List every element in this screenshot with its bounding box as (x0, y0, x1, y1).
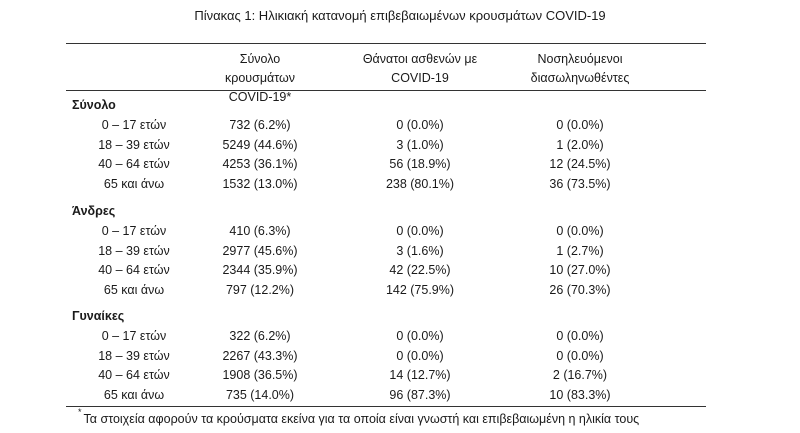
intubated-cell: 2 (16.7%) (552, 368, 608, 382)
cases-cell: 1908 (36.5%) (222, 368, 298, 382)
intubated-cell: 26 (70.3%) (549, 282, 611, 297)
cases-cell: 1532 (13.0%) (222, 176, 298, 191)
header-total-cases: Σύνολο κρουσμάτων COVID-19* (205, 50, 315, 107)
age-cell: 0 – 17 ετών (101, 224, 167, 238)
footnote-text: Τα στοιχεία αφορούν τα κρούσματα εκείνα … (83, 412, 640, 427)
header-intubated-line2: διασωληνωθέντες (530, 71, 630, 85)
age-cell: 40 – 64 ετών (98, 368, 170, 382)
deaths-cell: 96 (87.3%) (389, 387, 451, 402)
header-intubated-line1: Νοσηλευόμενοι (537, 52, 623, 66)
table-row: 0 – 17 ετών 732 (6.2%) 0 (0.0%) 0 (0.0%) (0, 118, 800, 137)
header-total-cases-line1: Σύνολο κρουσμάτων (224, 52, 296, 85)
table-row: 65 και άνω 735 (14.0%) 96 (87.3%) 10 (83.3%… (0, 388, 800, 407)
age-cell: 65 και άνω (103, 176, 165, 191)
deaths-cell: 56 (18.9%) (389, 157, 451, 171)
age-cell: 18 – 39 ετών (98, 137, 170, 152)
intubated-cell: 36 (73.5%) (549, 176, 611, 191)
deaths-cell: 42 (22.5%) (389, 263, 451, 277)
age-cell: 0 – 17 ετών (101, 118, 167, 132)
header-intubated: Νοσηλευόμενοι διασωληνωθέντες (515, 50, 645, 88)
deaths-cell: 14 (12.7%) (389, 368, 451, 382)
header-deaths-line2: COVID-19 (391, 71, 449, 85)
deaths-cell: 238 (80.1%) (385, 176, 455, 191)
table-row: 40 – 64 ετών 4253 (36.1%) 56 (18.9%) 12 (24… (0, 157, 800, 176)
header-deaths-line1: Θάνατοι ασθενών με (362, 52, 478, 66)
age-cell: 65 και άνω (103, 282, 165, 297)
table-row: 18 – 39 ετών 2977 (45.6%) 3 (1.6%) 1 (2.7%) (0, 244, 800, 263)
deaths-cell: 3 (1.0%) (396, 137, 444, 152)
header-rule (66, 90, 706, 91)
table-title: Πίνακας 1: Ηλικιακή κατανομή επιβεβαιωμέ… (194, 8, 606, 23)
intubated-cell: 0 (0.0%) (556, 329, 604, 343)
deaths-cell: 0 (0.0%) (396, 118, 444, 132)
table-row: 0 – 17 ετών 322 (6.2%) 0 (0.0%) 0 (0.0%) (0, 329, 800, 348)
intubated-cell: 10 (83.3%) (549, 387, 611, 402)
cases-cell: 797 (12.2%) (225, 282, 295, 297)
age-cell: 40 – 64 ετών (98, 157, 170, 171)
cases-cell: 4253 (36.1%) (222, 157, 298, 171)
cases-cell: 2344 (35.9%) (222, 263, 298, 277)
intubated-cell: 1 (2.7%) (556, 243, 604, 258)
intubated-cell: 0 (0.0%) (556, 118, 604, 132)
deaths-cell: 142 (75.9%) (385, 282, 455, 297)
footnote: *Τα στοιχεία αφορούν τα κρούσματα εκείνα… (78, 407, 640, 427)
cases-cell: 2977 (45.6%) (222, 243, 298, 258)
bottom-rule (66, 406, 706, 407)
deaths-cell: 3 (1.6%) (396, 243, 444, 258)
cases-cell: 5249 (44.6%) (222, 137, 298, 152)
table-row: 65 και άνω 797 (12.2%) 142 (75.9%) 26 (70.3… (0, 283, 800, 302)
table-row: 18 – 39 ετών 2267 (43.3%) 0 (0.0%) 0 (0.0%) (0, 349, 800, 368)
table-row: 40 – 64 ετών 2344 (35.9%) 42 (22.5%) 10 (27… (0, 263, 800, 282)
deaths-cell: 0 (0.0%) (396, 329, 444, 343)
cases-cell: 410 (6.3%) (229, 224, 291, 238)
group-label: Γυναίκες (72, 309, 125, 323)
table-row: 65 και άνω 1532 (13.0%) 238 (80.1%) 36 (73.… (0, 177, 800, 196)
age-cell: 40 – 64 ετών (98, 263, 170, 277)
group-label: Άνδρες (72, 204, 116, 218)
cases-cell: 322 (6.2%) (229, 329, 291, 343)
age-cell: 65 και άνω (103, 387, 165, 402)
header-deaths: Θάνατοι ασθενών με COVID-19 (355, 50, 485, 88)
top-rule (66, 43, 706, 44)
intubated-cell: 10 (27.0%) (549, 263, 611, 277)
cases-cell: 732 (6.2%) (229, 118, 291, 132)
footnote-marker: * (78, 407, 82, 417)
deaths-cell: 0 (0.0%) (396, 348, 444, 363)
table-row: 0 – 17 ετών 410 (6.3%) 0 (0.0%) 0 (0.0%) (0, 224, 800, 243)
cases-cell: 2267 (43.3%) (222, 348, 298, 363)
intubated-cell: 1 (2.0%) (556, 137, 604, 152)
table-row: 40 – 64 ετών 1908 (36.5%) 14 (12.7%) 2 (16.… (0, 368, 800, 387)
age-cell: 0 – 17 ετών (101, 329, 167, 343)
intubated-cell: 12 (24.5%) (549, 157, 611, 171)
group-label: Σύνολο (72, 98, 116, 112)
intubated-cell: 0 (0.0%) (556, 348, 604, 363)
header-total-cases-line2: COVID-19* (228, 90, 292, 104)
cases-cell: 735 (14.0%) (225, 387, 295, 402)
age-cell: 18 – 39 ετών (98, 348, 170, 363)
table-row: 18 – 39 ετών 5249 (44.6%) 3 (1.0%) 1 (2.0%) (0, 138, 800, 157)
deaths-cell: 0 (0.0%) (396, 224, 444, 238)
intubated-cell: 0 (0.0%) (556, 224, 604, 238)
age-cell: 18 – 39 ετών (98, 243, 170, 258)
